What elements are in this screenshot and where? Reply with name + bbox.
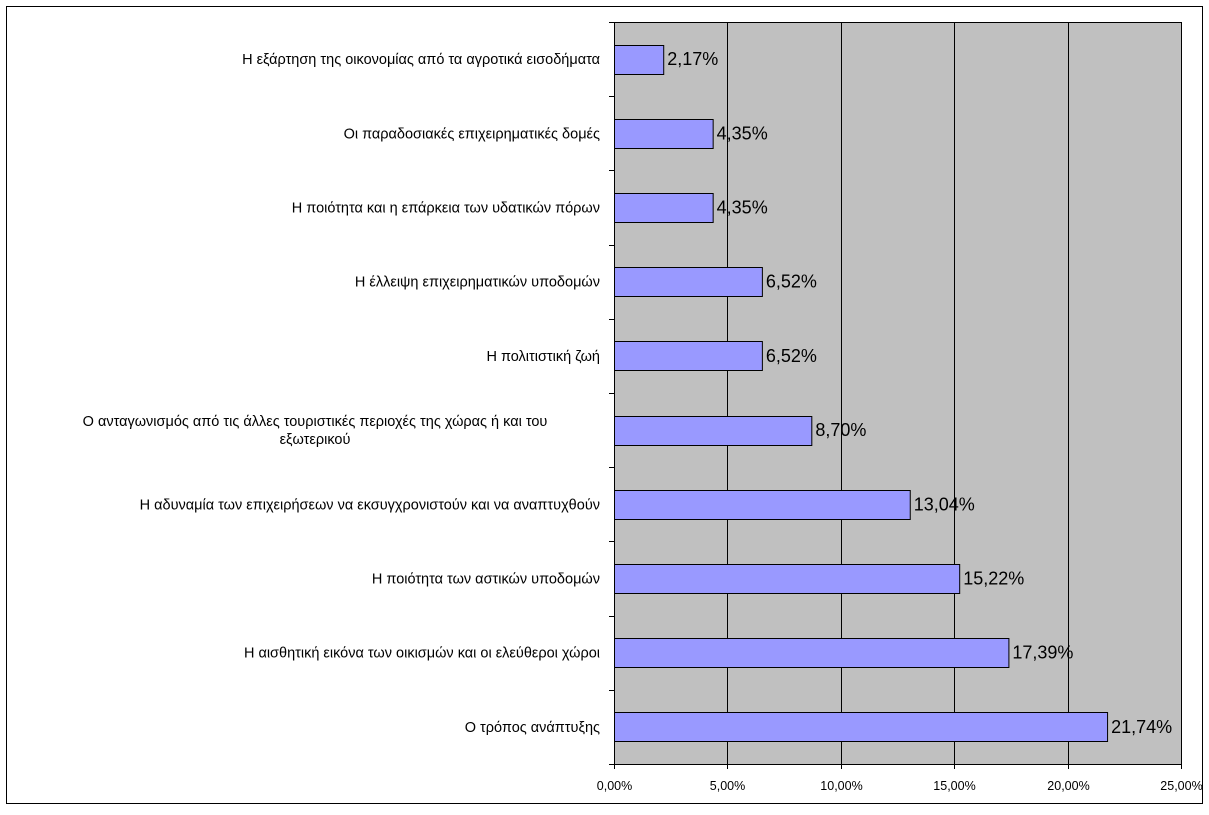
category-label-line: Η ποιότητα και η επάρκεια των υδατικών π… <box>292 201 600 217</box>
category-label-line: Οι παραδοσιακές επιχειρηματικές δομές <box>344 126 600 142</box>
category-label-line: Ο ανταγωνισμός από τις άλλες τουριστικές… <box>83 414 548 430</box>
data-labels: 2,17% 4,35% 4,35% 6,52% 6,52% 8,70% 13,04% 15,2… <box>667 49 1172 737</box>
category-label-line: Η αδυναμία των επιχειρήσεων να εκσυγχρον… <box>140 497 600 513</box>
data-label: 6,52% <box>766 346 817 366</box>
category-label-line: Η εξάρτηση της οικονομίας από τα αγροτικ… <box>242 52 600 68</box>
bar <box>614 119 714 149</box>
category-label-line: Η έλλειψη επιχειρηματικών υποδομών <box>355 275 600 291</box>
category-label: Η αδυναμία των επιχειρήσεων να εκσυγχρον… <box>140 497 600 513</box>
data-label: 21,74% <box>1111 717 1172 737</box>
category-label: Ο τρόπος ανάπτυξης <box>465 720 600 736</box>
data-label: 8,70% <box>815 420 866 440</box>
category-label: Η πολιτιστική ζωή <box>486 349 600 365</box>
bar <box>614 564 961 594</box>
category-label: Η ποιότητα και η επάρκεια των υδατικών π… <box>292 201 600 217</box>
category-label: Η έλλειψη επιχειρηματικών υποδομών <box>355 275 600 291</box>
data-label: 2,17% <box>667 49 718 69</box>
data-label: 15,22% <box>963 569 1024 589</box>
category-label: Η ποιότητα των αστικών υποδομών <box>372 572 600 588</box>
category-labels: Η εξάρτηση της οικονομίας από τα αγροτικ… <box>83 52 600 736</box>
bar <box>614 341 763 371</box>
bar <box>614 638 1010 668</box>
data-label: 17,39% <box>1012 643 1073 663</box>
bars <box>614 45 1109 742</box>
category-label-line: εξωτερικού <box>280 432 351 448</box>
x-tick-label: 25,00% <box>1160 779 1202 793</box>
category-label-line: Ο τρόπος ανάπτυξης <box>465 720 600 736</box>
category-label: Η εξάρτηση της οικονομίας από τα αγροτικ… <box>242 52 600 68</box>
category-label-line: Η αισθητική εικόνα των οικισμών και οι ε… <box>244 646 600 662</box>
bar <box>614 416 813 446</box>
data-label: 6,52% <box>766 272 817 292</box>
bar <box>614 193 714 223</box>
data-label: 4,35% <box>717 198 768 218</box>
bar <box>614 490 911 520</box>
x-tick-label: 15,00% <box>933 779 975 793</box>
category-label: Οι παραδοσιακές επιχειρηματικές δομές <box>344 126 600 142</box>
x-tick-label: 5,00% <box>710 779 745 793</box>
category-label: Η αισθητική εικόνα των οικισμών και οι ε… <box>244 646 600 662</box>
axes <box>609 22 1182 769</box>
category-label-line: Η πολιτιστική ζωή <box>486 349 600 365</box>
x-tick-label: 0,00% <box>597 779 632 793</box>
category-label-line: Η ποιότητα των αστικών υποδομών <box>372 572 600 588</box>
x-tick-label: 20,00% <box>1047 779 1089 793</box>
bar <box>614 267 763 297</box>
x-tick-labels: 0,00% 5,00% 10,00% 15,00% 20,00% 25,00% <box>597 779 1203 793</box>
data-label: 4,35% <box>717 123 768 143</box>
bar <box>614 45 665 75</box>
category-label: Ο ανταγωνισμός από τις άλλες τουριστικές… <box>83 414 548 448</box>
data-label: 13,04% <box>914 494 975 514</box>
bar <box>614 712 1109 742</box>
x-tick-label: 10,00% <box>820 779 862 793</box>
